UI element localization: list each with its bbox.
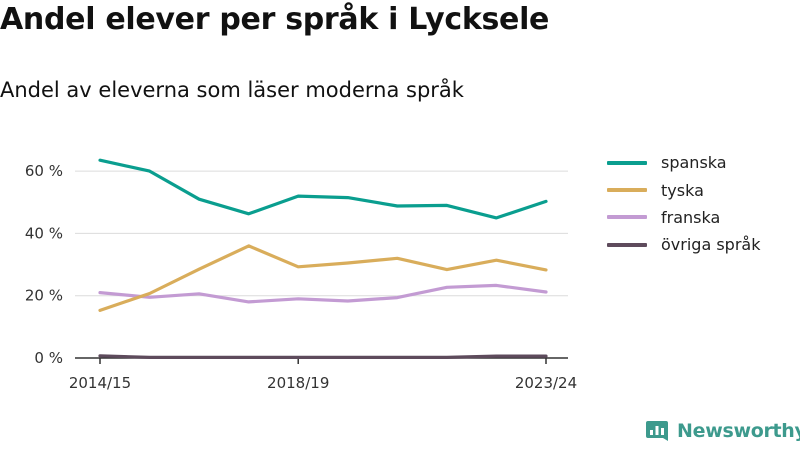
y-tick-label: 20 %	[25, 287, 63, 305]
legend-swatch	[607, 242, 647, 247]
chart-subtitle: Andel av eleverna som läser moderna språ…	[0, 78, 464, 102]
legend-swatch	[607, 188, 647, 193]
y-tick-label: 0 %	[34, 349, 63, 367]
legend-item: tyska	[607, 176, 760, 203]
legend-label: spanska	[661, 153, 727, 173]
series-line-franska	[98, 283, 548, 304]
series-line-övriga-språk	[98, 354, 548, 359]
bar-chart-logo-icon	[646, 421, 668, 441]
chart-legend: spanska tyska franska övriga språk	[607, 149, 760, 259]
x-tick-label: 2014/15	[69, 374, 131, 392]
y-tick-label: 60 %	[25, 162, 63, 180]
chart-title: Andel elever per språk i Lycksele	[0, 2, 550, 37]
legend-item: övriga språk	[607, 231, 760, 258]
x-tick-label: 2023/24	[515, 374, 577, 392]
legend-swatch	[607, 215, 647, 220]
legend-label: franska	[661, 207, 721, 227]
legend-item: spanska	[607, 149, 760, 176]
legend-label: övriga språk	[661, 235, 761, 255]
y-tick-label: 40 %	[25, 224, 63, 242]
brand-name: Newsworthy	[677, 420, 800, 442]
legend-label: tyska	[661, 180, 704, 200]
newsworthy-logo: Newsworthy	[645, 419, 800, 443]
series-line-spanska	[98, 158, 548, 220]
x-tick-label: 2018/19	[267, 374, 329, 392]
legend-item: franska	[607, 204, 760, 231]
series-line-tyska	[98, 244, 548, 312]
legend-swatch	[607, 160, 647, 165]
